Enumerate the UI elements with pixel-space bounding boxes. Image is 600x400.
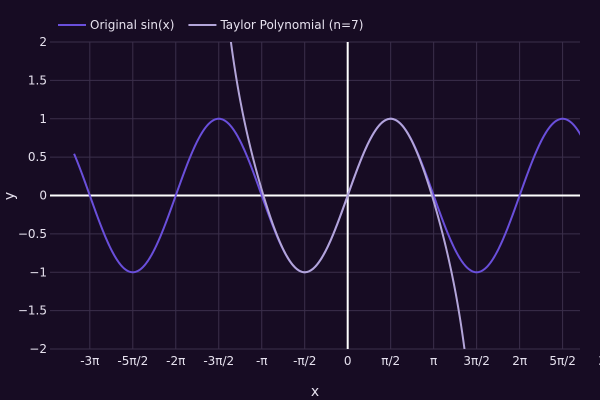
y-tick-label: −1 [29,265,47,279]
series-lines [73,42,580,349]
x-tick-label: -π/2 [293,354,316,368]
grid [50,41,580,350]
legend-item[interactable]: Taylor Polynomial (n=7) [188,18,363,32]
x-tick-label: -2π [166,354,185,368]
y-tick-label: 0 [39,189,47,203]
legend-item[interactable]: Original sin(x) [58,18,174,32]
series-line-taylor [229,42,466,349]
y-tick-label: −0.5 [18,227,47,241]
x-tick-label: 2π [512,354,527,368]
x-tick-label: 5π/2 [549,354,576,368]
y-tick-label: −2 [29,342,47,356]
y-axis-title: y [2,192,18,200]
legend-label: Taylor Polynomial (n=7) [219,18,363,32]
y-tick-label: 0.5 [28,150,47,164]
x-tick-label: -5π/2 [117,354,148,368]
y-tick-label: −1.5 [18,304,47,318]
y-tick-label: 2 [39,35,47,49]
x-tick-label: -3π [80,354,99,368]
y-tick-label: 1 [39,112,47,126]
x-tick-labels: -3π -5π/2 -2π -3π/2 -π -π/2 0 π/2 π 3π/2 2π 5π/2 3π [80,354,600,368]
x-tick-label: 3π/2 [463,354,490,368]
y-tick-labels: 2 1.5 1 0.5 0 −0.5 −1 −1.5 −2 [18,35,47,356]
x-tick-label: π [430,354,437,368]
x-tick-label: 3π [598,354,600,368]
legend-label: Original sin(x) [90,18,174,32]
x-axis-title: x [311,384,319,400]
x-tick-label: π/2 [381,354,400,368]
zero-lines [50,42,580,349]
x-tick-label: -3π/2 [203,354,234,368]
legend: Original sin(x) Taylor Polynomial (n=7) [58,18,363,32]
x-tick-label: 0 [344,354,352,368]
x-tick-label: -π [256,354,268,368]
y-tick-label: 1.5 [28,73,47,87]
